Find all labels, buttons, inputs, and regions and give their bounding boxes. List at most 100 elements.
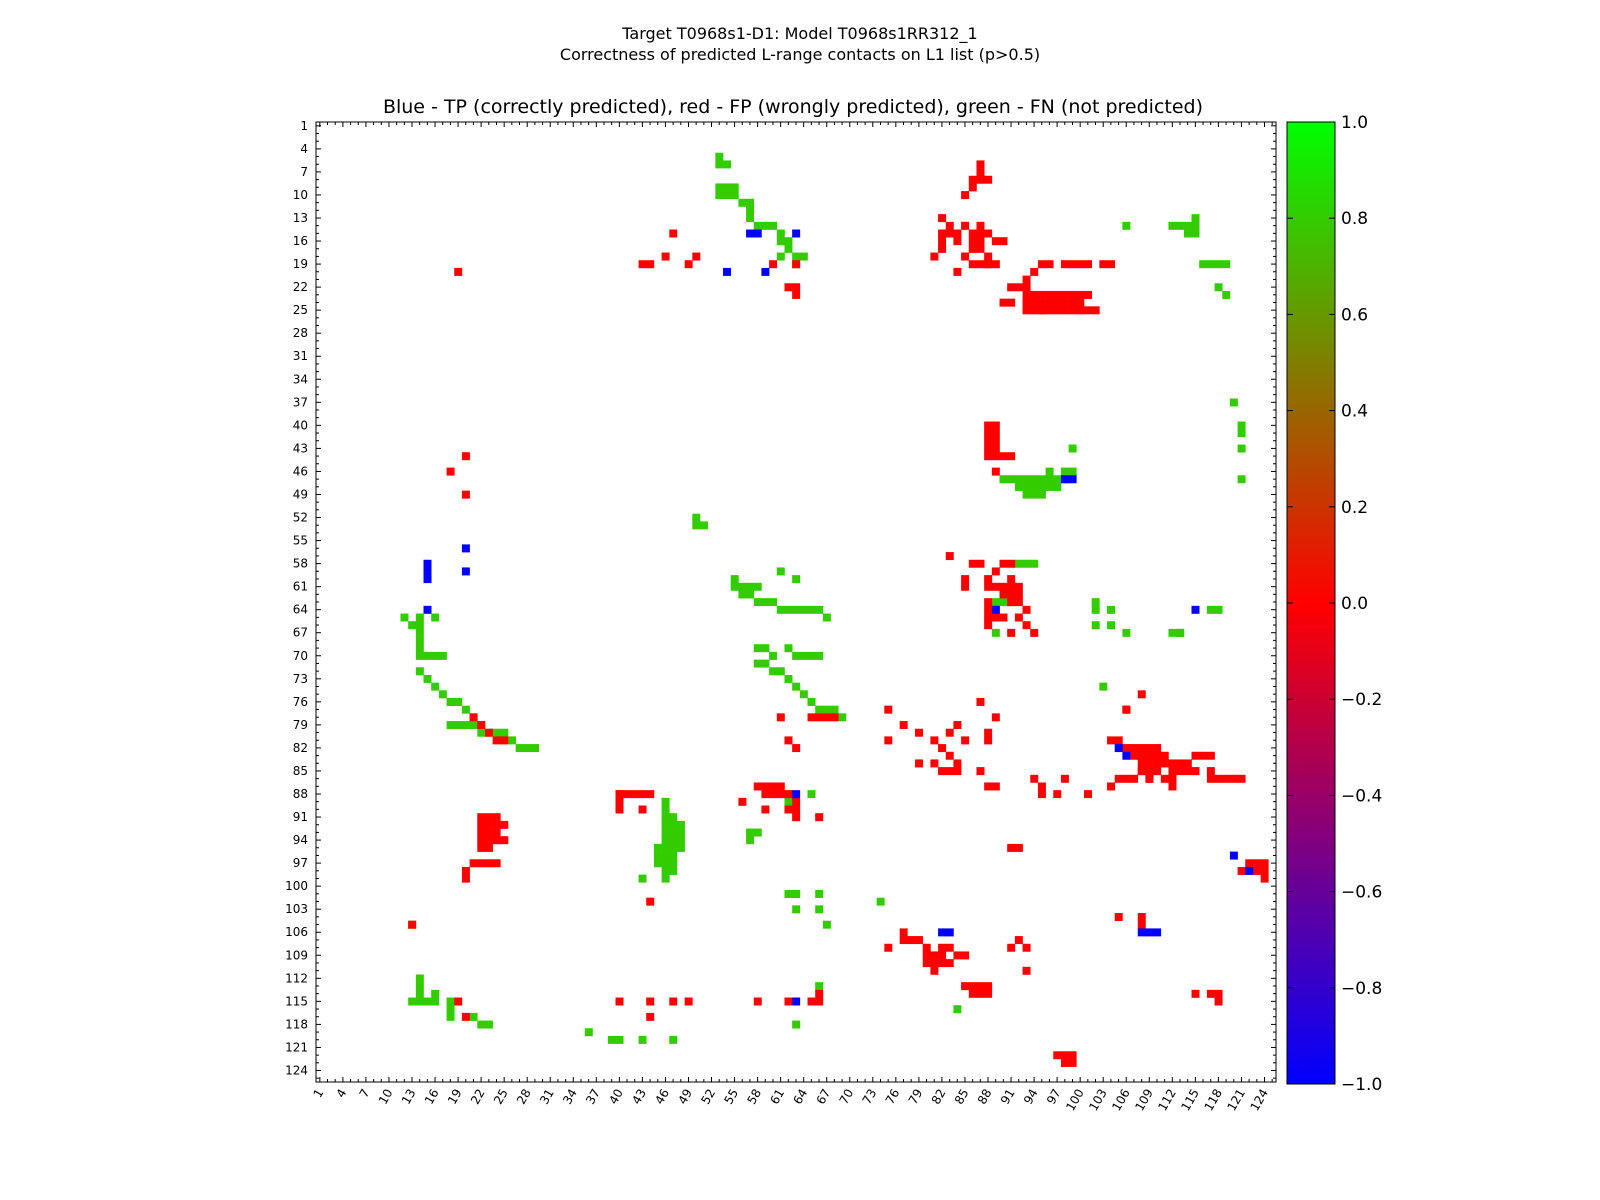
contact-cell-fp (1060, 298, 1069, 307)
contact-cell-tp (1145, 928, 1154, 937)
contact-cell-fn (477, 728, 486, 737)
contact-cell-fn (653, 843, 662, 852)
contact-cell-fp (1183, 767, 1192, 776)
contact-cell-fp (1007, 943, 1016, 952)
contact-cell-fp (938, 237, 947, 246)
contact-cell-fp (984, 582, 993, 591)
contact-cell-fp (915, 728, 924, 737)
contact-cell-fp (1199, 751, 1208, 760)
contact-cell-fp (945, 959, 954, 968)
contact-cell-fp (961, 252, 970, 261)
contact-cell-fp (984, 598, 993, 607)
contact-cell-fn (661, 866, 670, 875)
contact-cell-fn (715, 191, 724, 200)
contact-cell-fn (769, 598, 778, 607)
contact-cell-tp (423, 575, 432, 584)
contact-cell-fp (1007, 598, 1016, 607)
contact-cell-fn (1014, 559, 1023, 568)
x-tick-label: 22 (468, 1087, 488, 1107)
contact-cell-fp (477, 836, 486, 845)
contact-cell-fp (1137, 744, 1146, 753)
contact-cell-fp (984, 429, 993, 438)
y-tick-label: 16 (293, 234, 308, 248)
contact-cell-fn (769, 651, 778, 660)
x-tick-label: 124 (1248, 1087, 1272, 1114)
contact-cell-fp (769, 782, 778, 791)
x-tick-label: 52 (698, 1087, 718, 1107)
y-tick-label: 13 (293, 211, 308, 225)
contact-cell-fp (1045, 306, 1054, 315)
contact-cell-fp (984, 421, 993, 430)
contact-cell-fp (984, 444, 993, 453)
contact-cell-fp (930, 759, 939, 768)
contact-cell-fp (1060, 1058, 1069, 1067)
contact-cell-fn (415, 989, 424, 998)
contact-cell-fn (792, 605, 801, 614)
contact-cell-fp (930, 959, 939, 968)
contact-cell-fp (484, 828, 493, 837)
contact-cell-fp (500, 736, 509, 745)
contact-cell-fp (1168, 767, 1177, 776)
colorbar-tick-label: −0.8 (1341, 979, 1382, 999)
contact-cell-tp (423, 567, 432, 576)
contact-cell-fp (991, 436, 1000, 445)
x-tick-label: 85 (952, 1087, 972, 1107)
contact-cell-fp (945, 751, 954, 760)
contact-cell-fn (715, 160, 724, 169)
contact-cell-fp (1206, 751, 1215, 760)
contact-cell-tp (461, 567, 470, 576)
contact-cell-fp (1137, 759, 1146, 768)
contact-cell-fn (1022, 475, 1031, 484)
contact-cell-fp (1168, 782, 1177, 791)
contact-cell-tp (991, 605, 1000, 614)
contact-cell-fp (1237, 774, 1246, 783)
contact-cell-fp (484, 859, 493, 868)
contact-cell-fn (746, 214, 755, 223)
contact-cell-fp (792, 290, 801, 299)
y-tick-label: 67 (293, 626, 308, 640)
contact-cell-fn (423, 674, 432, 683)
contact-cell-fn (1068, 467, 1077, 476)
contact-cell-fp (815, 997, 824, 1006)
contact-cell-fp (984, 621, 993, 630)
contact-cell-fn (1037, 482, 1046, 491)
contact-cell-fp (615, 797, 624, 806)
contact-cell-fp (784, 805, 793, 814)
contact-cell-fp (1153, 767, 1162, 776)
contact-cell-fn (1014, 475, 1023, 484)
contact-cell-fp (492, 736, 501, 745)
contact-cell-fp (1091, 306, 1100, 315)
contact-cell-fn (1168, 221, 1177, 230)
contact-cell-fp (1137, 920, 1146, 929)
contact-cell-fn (415, 651, 424, 660)
contact-cell-fp (1037, 290, 1046, 299)
contact-cell-fp (477, 813, 486, 822)
contact-cell-fp (1007, 843, 1016, 852)
contact-cell-fp (991, 567, 1000, 576)
contact-cell-tp (423, 605, 432, 614)
contact-cell-fp (615, 997, 624, 1006)
colorbar-tick-label: 0.2 (1341, 498, 1368, 518)
contact-cell-fp (1014, 590, 1023, 599)
contact-cell-fp (961, 221, 970, 230)
y-tick-label: 100 (285, 879, 308, 893)
contact-cell-fp (761, 782, 770, 791)
contact-cell-fn (661, 836, 670, 845)
contact-cell-fp (984, 575, 993, 584)
contact-cell-tp (1245, 866, 1254, 875)
contact-cell-fp (1037, 782, 1046, 791)
contact-cell-fp (684, 997, 693, 1006)
contact-cell-fn (661, 874, 670, 883)
contact-cell-fp (1214, 774, 1223, 783)
contact-cell-fn (1237, 444, 1246, 453)
contact-cell-fn (815, 705, 824, 714)
contact-cell-fp (976, 989, 985, 998)
contact-cell-fp (884, 736, 893, 745)
x-tick-label: 109 (1132, 1087, 1156, 1114)
contact-cell-fp (1153, 751, 1162, 760)
contact-cell-fp (1022, 275, 1031, 284)
contact-cell-fp (968, 559, 977, 568)
contact-cell-fp (1245, 859, 1254, 868)
contact-cell-fp (761, 805, 770, 814)
contact-cell-fp (1229, 774, 1238, 783)
